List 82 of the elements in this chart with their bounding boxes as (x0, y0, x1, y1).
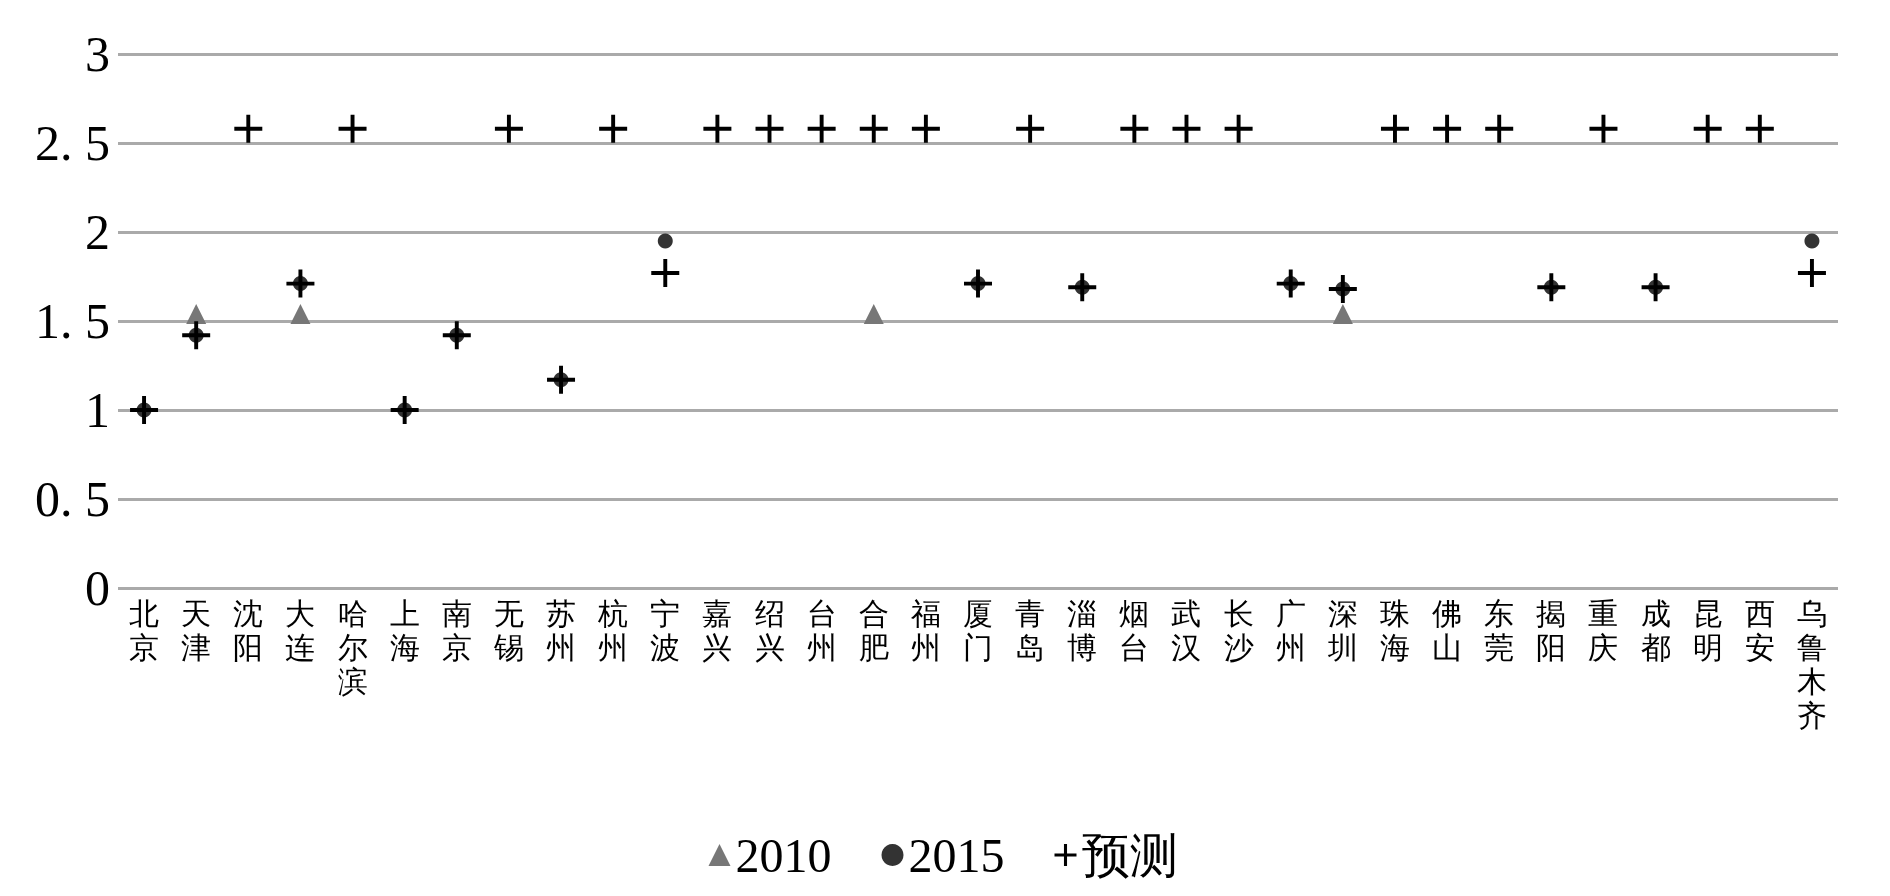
y-tick-label: 1. 5 (35, 293, 110, 349)
x-tick-label: 沈阳 (233, 596, 264, 664)
point (1068, 273, 1097, 302)
point (1016, 114, 1045, 143)
point (1485, 114, 1514, 143)
y-tick-label: 2. 5 (35, 115, 110, 171)
point (651, 258, 680, 287)
x-tick-label: 揭阳 (1536, 596, 1567, 664)
point (1276, 269, 1305, 298)
point (182, 321, 211, 350)
point (859, 114, 888, 143)
y-tick-label: 0 (85, 560, 110, 616)
point (1172, 114, 1201, 143)
x-tick-label: 烟台 (1119, 596, 1150, 664)
x-tick-label: 大连 (285, 596, 316, 664)
point (657, 233, 673, 249)
x-tick-label: 无锡 (492, 596, 524, 664)
point (286, 269, 315, 298)
x-tick-label: 乌鲁木齐 (1796, 596, 1827, 732)
point (964, 269, 992, 298)
y-tick-label: 1 (85, 382, 110, 438)
x-tick-label: 东莞 (1484, 596, 1515, 664)
point (703, 114, 732, 143)
point (1433, 114, 1462, 143)
x-tick-label: 昆明 (1692, 596, 1723, 664)
point (494, 114, 523, 143)
legend-label: 预测 (1081, 828, 1178, 882)
point (130, 396, 159, 424)
x-tick-label: 杭州 (597, 596, 629, 664)
x-tick-label: 上海 (389, 596, 420, 664)
point (442, 321, 471, 350)
x-tick-label: 北京 (129, 596, 160, 664)
point (1120, 114, 1149, 143)
x-tick-label: 重庆 (1588, 596, 1619, 664)
point (1693, 114, 1722, 143)
x-tick-label: 哈尔滨 (337, 596, 368, 698)
point (1589, 114, 1618, 143)
x-tick-label: 武汉 (1171, 596, 1202, 664)
x-tick-label: 绍兴 (754, 596, 785, 664)
legend-label: 2010 (735, 828, 832, 882)
point (186, 303, 207, 324)
x-tick-label: 青岛 (1015, 596, 1046, 664)
y-tick-label: 2 (85, 204, 110, 260)
point (547, 365, 576, 394)
x-tick-label: 合肥 (858, 596, 889, 664)
x-tick-label: 成都 (1640, 596, 1671, 664)
x-tick-label: 苏州 (546, 596, 577, 664)
x-tick-label: 佛山 (1432, 596, 1463, 664)
x-tick-label: 天津 (181, 596, 212, 664)
x-tick-label: 南京 (441, 596, 472, 664)
point (290, 303, 311, 324)
x-tick-label: 福州 (910, 596, 941, 664)
point (234, 114, 263, 143)
point (390, 396, 419, 424)
y-tick-label: 3 (85, 26, 110, 82)
x-tick-label: 珠海 (1379, 596, 1410, 664)
x-tick-label: 淄博 (1067, 596, 1098, 664)
x-tick-label: 广州 (1275, 596, 1306, 664)
point (1641, 273, 1670, 302)
point (1537, 273, 1566, 302)
point (911, 114, 940, 143)
x-tick-label: 宁波 (650, 596, 681, 664)
x-tick-label: 厦门 (963, 596, 993, 664)
point (807, 114, 836, 143)
point (1332, 303, 1353, 324)
point (599, 114, 628, 143)
point (1797, 258, 1826, 287)
point (1224, 114, 1253, 143)
point (863, 303, 884, 324)
point (1804, 233, 1820, 249)
point (1380, 114, 1409, 143)
point (1745, 114, 1774, 143)
point (1328, 274, 1357, 303)
x-tick-label: 嘉兴 (702, 596, 733, 664)
legend-label: 2015 (908, 828, 1005, 882)
x-tick-label: 西安 (1744, 596, 1775, 664)
y-tick-label: 0. 5 (35, 471, 110, 527)
x-tick-label: 深圳 (1326, 596, 1358, 664)
point (755, 114, 784, 143)
x-tick-label: 长沙 (1223, 596, 1254, 664)
point (338, 114, 367, 143)
x-tick-label: 台州 (806, 596, 837, 664)
